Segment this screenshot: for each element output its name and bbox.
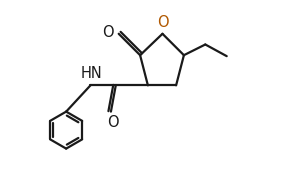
Text: O: O <box>107 115 119 130</box>
Text: HN: HN <box>81 66 102 81</box>
Text: O: O <box>102 25 114 40</box>
Text: O: O <box>157 15 168 30</box>
